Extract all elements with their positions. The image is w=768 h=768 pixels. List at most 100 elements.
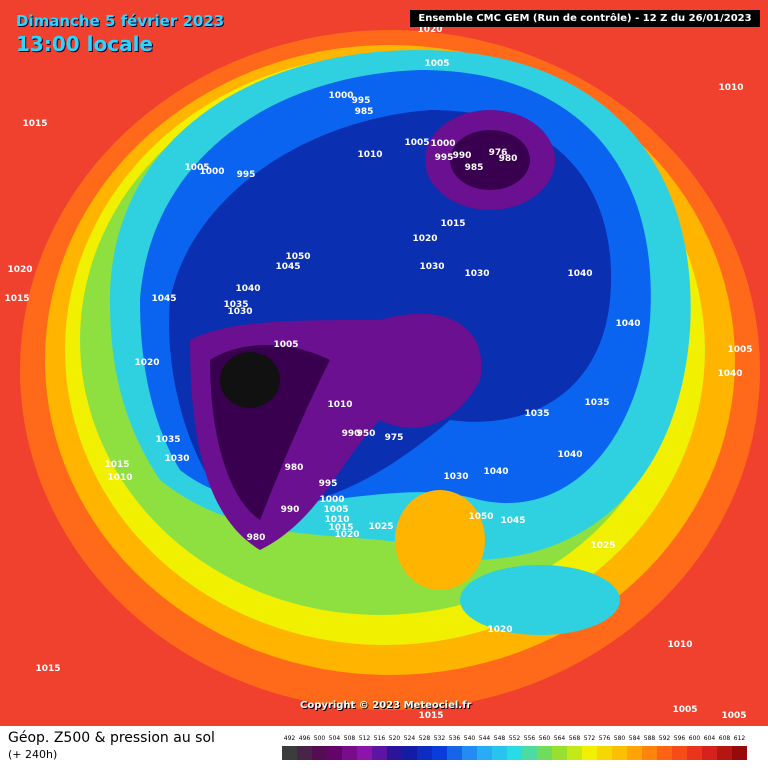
pressure-label: 995 [237, 170, 256, 180]
legend-label: 516 [374, 735, 386, 742]
copyright: Copyright © 2023 Meteociel.fr [300, 700, 472, 711]
pressure-label: 1020 [417, 25, 442, 35]
pressure-label: 1040 [557, 450, 582, 460]
pressure-label: 995 [319, 479, 338, 489]
legend-label: 500 [314, 735, 326, 742]
pressure-label: 975 [385, 433, 404, 443]
pressure-label: 1005 [273, 340, 298, 350]
legend-swatch [612, 746, 627, 760]
legend-swatch [702, 746, 717, 760]
legend-swatch [672, 746, 687, 760]
pressure-label: 1030 [464, 269, 489, 279]
legend-swatch [477, 746, 492, 760]
legend-label: 604 [704, 735, 716, 742]
legend-swatch [342, 746, 357, 760]
pressure-label: 1020 [134, 358, 159, 368]
legend-swatch [357, 746, 372, 760]
pressure-label: 1045 [151, 294, 176, 304]
pressure-label: 1035 [155, 435, 180, 445]
pressure-label: 1015 [35, 664, 60, 674]
legend-label: 612 [734, 735, 746, 742]
pressure-label: 1040 [235, 284, 260, 294]
legend-label: 496 [299, 735, 311, 742]
legend-label: 512 [359, 735, 371, 742]
legend-label: 600 [689, 735, 701, 742]
pressure-label: 1045 [275, 262, 300, 272]
legend-swatch [627, 746, 642, 760]
run-info: Ensemble CMC GEM (Run de contrôle) - 12 … [410, 10, 760, 27]
pressure-label: 1005 [323, 505, 348, 515]
pressure-label: 1000 [430, 139, 455, 149]
legend-swatch [582, 746, 597, 760]
field-name: Géop. Z500 & pression au sol [8, 730, 215, 746]
zone [395, 490, 485, 590]
pressure-label: 1010 [324, 515, 349, 525]
pressure-label: 1030 [419, 262, 444, 272]
pressure-label: 1035 [584, 398, 609, 408]
legend-label: 592 [659, 735, 671, 742]
legend-swatch [552, 746, 567, 760]
pressure-label: 1030 [227, 307, 252, 317]
pressure-label: 1000 [328, 91, 353, 101]
legend-label: 608 [719, 735, 731, 742]
legend-swatch [372, 746, 387, 760]
legend-swatch [312, 746, 327, 760]
pressure-label: 1015 [418, 711, 443, 721]
pressure-label: 1005 [721, 711, 746, 721]
pressure-label: 950 [357, 429, 376, 439]
legend-swatch [402, 746, 417, 760]
pressure-label: 1000 [319, 495, 344, 505]
legend-swatch [387, 746, 402, 760]
legend-label: 520 [389, 735, 401, 742]
legend-swatch [462, 746, 477, 760]
lead-time: (+ 240h) [8, 748, 58, 761]
pressure-label: 1035 [223, 300, 248, 310]
legend-label: 544 [479, 735, 491, 742]
pressure-label: 1005 [424, 59, 449, 69]
legend-label: 540 [464, 735, 476, 742]
pressure-label: 1010 [667, 640, 692, 650]
pressure-label: 1040 [717, 369, 742, 379]
pressure-label: 1025 [590, 541, 615, 551]
pressure-label: 990 [453, 151, 472, 161]
legend-label: 560 [539, 735, 551, 742]
pressure-label: 1035 [524, 409, 549, 419]
pressure-label: 995 [435, 153, 454, 163]
footer: Géop. Z500 & pression au sol (+ 240h) 49… [0, 726, 768, 768]
legend-label: 524 [404, 735, 416, 742]
legend-label: 596 [674, 735, 686, 742]
legend-swatch [297, 746, 312, 760]
legend-label: 580 [614, 735, 626, 742]
pressure-label: 1020 [487, 625, 512, 635]
pressure-label: 1020 [412, 234, 437, 244]
pressure-label: 1045 [500, 516, 525, 526]
legend-swatch [687, 746, 702, 760]
legend-swatch [522, 746, 537, 760]
pressure-label: 1015 [104, 460, 129, 470]
legend-label: 528 [419, 735, 431, 742]
legend-swatch [327, 746, 342, 760]
legend-swatch [642, 746, 657, 760]
pressure-label: 1005 [727, 345, 752, 355]
legend-swatch [732, 746, 747, 760]
legend-label: 588 [644, 735, 656, 742]
pressure-label: 980 [499, 154, 518, 164]
legend-swatch [657, 746, 672, 760]
legend-swatch [537, 746, 552, 760]
legend-label: 492 [284, 735, 296, 742]
pressure-label: 1010 [357, 150, 382, 160]
pressure-label: 1005 [672, 705, 697, 715]
pressure-label: 1030 [443, 472, 468, 482]
time: 13:00 locale [16, 32, 153, 56]
pressure-label: 1040 [615, 319, 640, 329]
pressure-label: 1050 [285, 252, 310, 262]
pressure-label: 1015 [4, 294, 29, 304]
legend-label: 552 [509, 735, 521, 742]
legend-swatch [492, 746, 507, 760]
zone [220, 352, 280, 408]
pressure-label: 1050 [468, 512, 493, 522]
date: Dimanche 5 février 2023 [16, 12, 225, 30]
legend-label: 556 [524, 735, 536, 742]
pressure-label: 1025 [368, 522, 393, 532]
